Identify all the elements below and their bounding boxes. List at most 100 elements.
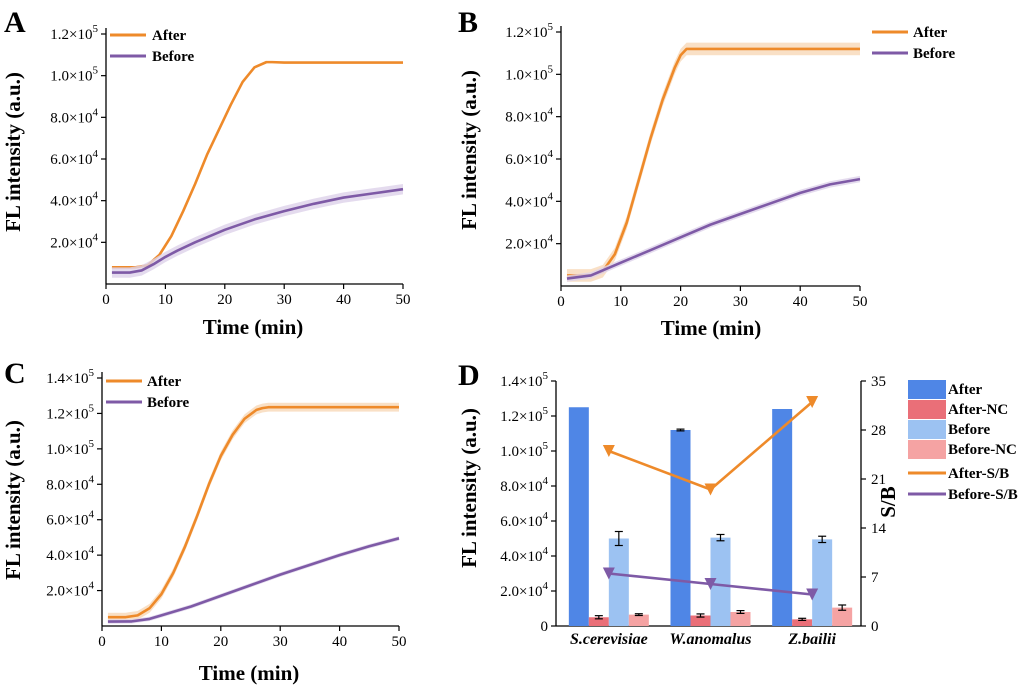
panel-label-d: D bbox=[458, 359, 480, 392]
x-tick-label: 0 bbox=[102, 292, 110, 308]
x-tick-label: 40 bbox=[336, 292, 351, 308]
sb-marker bbox=[602, 567, 615, 580]
error-band-before bbox=[107, 536, 399, 624]
error-band-after bbox=[566, 42, 860, 282]
legend-label-after: After bbox=[147, 374, 181, 390]
bar-after-nc bbox=[690, 615, 711, 626]
y2-tick-label: 14 bbox=[871, 521, 887, 537]
y2-tick-label: 28 bbox=[871, 423, 886, 439]
y-axis-title: FL intensity (a.u.) bbox=[1, 420, 25, 580]
y-tick-label: 1.0×105 bbox=[50, 65, 98, 85]
chart-panel-b: FL intensity (a.u.) Time (min) After Bef… bbox=[457, 21, 956, 340]
bar-after-nc bbox=[792, 619, 813, 626]
y-tick-label: 1.4×105 bbox=[46, 367, 94, 387]
bar-after-nc bbox=[588, 617, 609, 626]
y-tick-label: 1.0×105 bbox=[46, 438, 94, 458]
y-tick-label: 8.0×104 bbox=[505, 106, 553, 126]
y-tick-label: 2.0×104 bbox=[46, 580, 94, 600]
legend-label-after: After bbox=[152, 28, 186, 44]
legend-swatch-after-nc bbox=[908, 400, 946, 419]
x-tick-label: 0 bbox=[98, 634, 106, 650]
error-band-after bbox=[107, 402, 399, 622]
sb-marker bbox=[602, 445, 615, 457]
y-tick-label: 2.0×104 bbox=[505, 233, 553, 253]
legend-label-before-nc: Before-NC bbox=[948, 442, 1017, 458]
panel-label-c: C bbox=[4, 357, 26, 390]
x-tick-label: 10 bbox=[154, 634, 169, 650]
y-tick-label: 1.2×105 bbox=[50, 23, 98, 43]
legend-label-before: Before bbox=[152, 49, 195, 65]
panel-label-a: A bbox=[4, 6, 26, 39]
y-tick-label: 6.0×104 bbox=[50, 148, 98, 168]
x-tick-label: 50 bbox=[396, 292, 411, 308]
legend-swatch-after bbox=[908, 380, 946, 399]
x-tick-label: 20 bbox=[213, 634, 228, 650]
y-tick-label: 4.0×104 bbox=[505, 190, 553, 210]
y-axis-title: FL intensity (a.u.) bbox=[1, 72, 25, 232]
legend-swatch-before-nc bbox=[908, 440, 946, 459]
sb-marker bbox=[806, 588, 819, 601]
sb-marker bbox=[806, 396, 819, 408]
bar-before bbox=[608, 538, 629, 626]
y-tick-label: 1.2×105 bbox=[500, 405, 548, 425]
x-tick-label: 20 bbox=[217, 292, 232, 308]
y-tick-label: 4.0×104 bbox=[500, 545, 548, 565]
y-tick-label: 8.0×104 bbox=[500, 475, 548, 495]
y-tick-label: 4.0×104 bbox=[50, 190, 98, 210]
legend-label-before-sb: Before-S/B bbox=[948, 487, 1018, 503]
y-tick-label: 2.0×104 bbox=[50, 231, 98, 251]
series-line-after bbox=[566, 47, 860, 277]
y-tick-label: 0 bbox=[541, 619, 549, 635]
x-tick-label: 50 bbox=[392, 634, 407, 650]
chart-panel-c: FL intensity (a.u.) Time (min) After Bef… bbox=[1, 367, 407, 685]
y-axis-title: FL intensity (a.u.) bbox=[457, 70, 481, 230]
y-tick-label: 1.2×105 bbox=[505, 21, 553, 41]
x-tick-label: 10 bbox=[158, 292, 173, 308]
bar-before-nc bbox=[628, 614, 649, 626]
y-tick-label: 1.2×105 bbox=[46, 402, 94, 422]
legend-label-before: Before bbox=[948, 422, 991, 438]
x-tick-label: 30 bbox=[273, 634, 288, 650]
series-line-before bbox=[111, 187, 404, 274]
y-tick-label: 8.0×104 bbox=[46, 473, 94, 493]
x-axis-title: Time (min) bbox=[203, 315, 304, 339]
y-tick-label: 1.4×105 bbox=[500, 370, 548, 390]
legend: After Before bbox=[110, 28, 195, 65]
x-axis-title: Time (min) bbox=[661, 316, 762, 340]
x-tick-label: 10 bbox=[613, 294, 628, 310]
y2-axis-title: S/B bbox=[876, 486, 900, 518]
y2-tick-label: 21 bbox=[871, 472, 886, 488]
legend: After Before bbox=[106, 374, 190, 411]
legend-label-after: After bbox=[948, 382, 982, 398]
legend-label-after-nc: After-NC bbox=[948, 402, 1008, 418]
series-line-before bbox=[566, 177, 861, 280]
chart-panel-a: FL intensity (a.u.) Time (min) After Bef… bbox=[1, 23, 411, 339]
y-tick-label: 6.0×104 bbox=[500, 510, 548, 530]
legend-label-after-sb: After-S/B bbox=[948, 466, 1009, 482]
category-label: Z.bailii bbox=[787, 631, 836, 648]
panel-label-b: B bbox=[458, 6, 478, 39]
legend-swatch-before bbox=[908, 420, 946, 439]
y2-tick-label: 35 bbox=[871, 374, 886, 390]
y-tick-label: 2.0×104 bbox=[500, 580, 548, 600]
bar-before bbox=[710, 537, 731, 626]
chart-panel-d: FL intensity (a.u.) S/B After After-NC B… bbox=[457, 370, 1018, 648]
y-tick-label: 6.0×104 bbox=[46, 509, 94, 529]
series-line-after bbox=[107, 405, 399, 619]
y-tick-label: 6.0×104 bbox=[505, 148, 553, 168]
x-tick-label: 20 bbox=[673, 294, 688, 310]
legend: After Before bbox=[872, 25, 956, 62]
y-axis-title: FL intensity (a.u.) bbox=[457, 408, 481, 568]
bar-before bbox=[812, 539, 833, 626]
x-tick-label: 40 bbox=[332, 634, 347, 650]
bar-after bbox=[568, 407, 589, 626]
y-tick-label: 8.0×104 bbox=[50, 106, 98, 126]
y2-tick-label: 7 bbox=[871, 570, 879, 586]
x-tick-label: 50 bbox=[853, 294, 868, 310]
bar-after bbox=[772, 409, 793, 626]
legend: After After-NC Before Before-NC After-S/… bbox=[908, 380, 1018, 503]
bar-before-nc bbox=[832, 607, 853, 626]
x-axis-title: Time (min) bbox=[199, 661, 300, 685]
legend-label-after: After bbox=[913, 25, 947, 41]
series-line-after bbox=[111, 60, 403, 269]
